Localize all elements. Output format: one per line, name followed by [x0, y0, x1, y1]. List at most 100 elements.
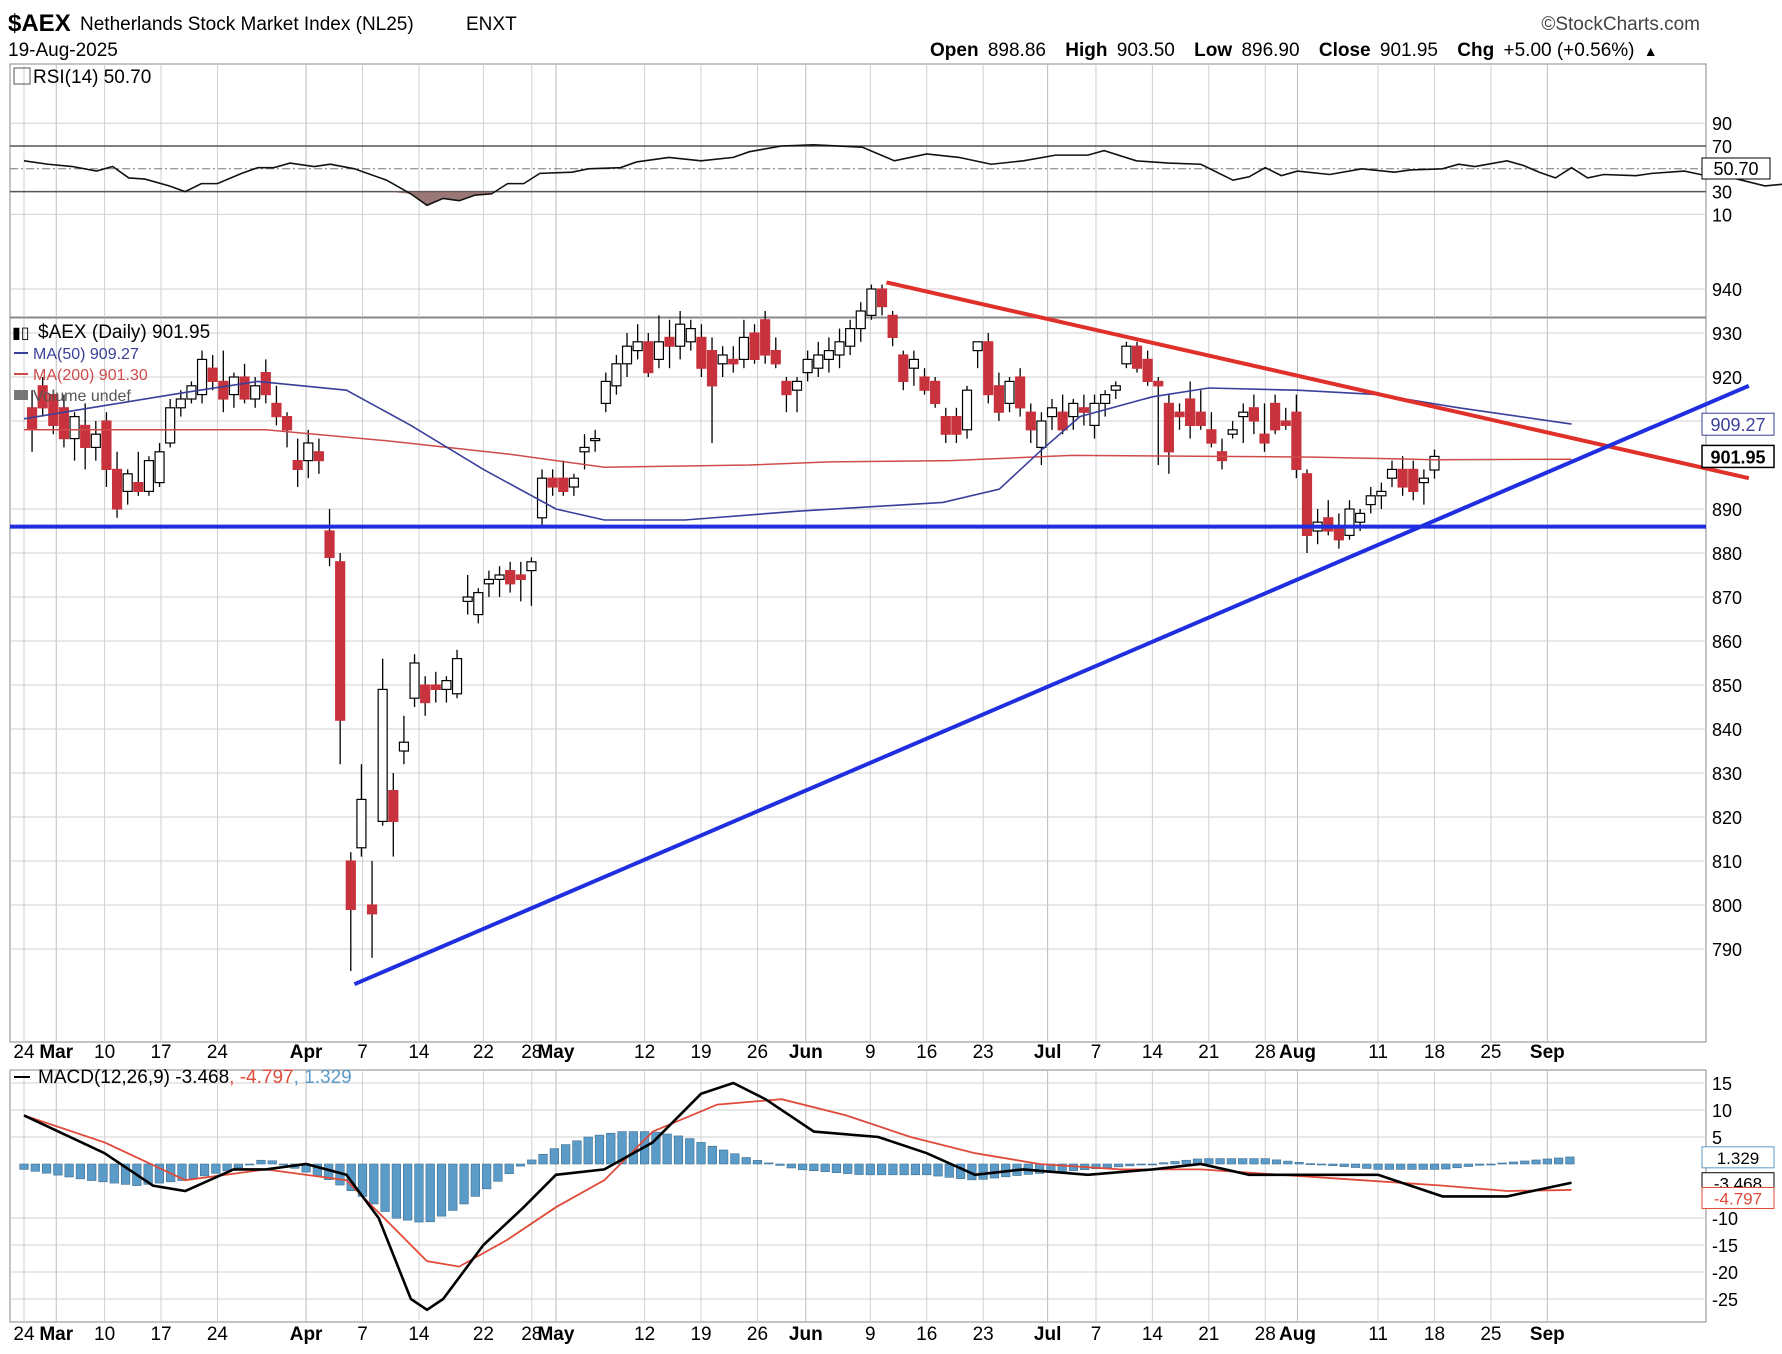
candle-body — [1376, 490, 1387, 497]
candle-body — [536, 477, 548, 519]
candle-body — [898, 354, 909, 382]
price-candle — [834, 328, 845, 369]
macd-histogram-bar — [233, 1163, 243, 1169]
price-candle — [37, 377, 48, 417]
price-candle — [632, 324, 643, 360]
candle-body — [292, 460, 303, 471]
macd-histogram-bar — [98, 1163, 108, 1183]
candle-body — [313, 451, 325, 462]
price-candle — [1376, 482, 1387, 509]
candle-body — [866, 288, 877, 316]
rsi-value-tag-text: 50.70 — [1713, 159, 1758, 179]
candle-body — [728, 358, 739, 365]
macd-histogram-bar — [87, 1163, 97, 1181]
candle-body — [632, 341, 643, 352]
price-candle — [1280, 407, 1291, 430]
macd-legend-hist: , 1.329 — [294, 1067, 352, 1088]
price-x-tick-label: 11 — [1368, 1042, 1388, 1063]
macd-histogram-bar — [1317, 1163, 1327, 1166]
price-tick-label: 890 — [1712, 500, 1742, 520]
candle-body — [1418, 477, 1429, 484]
price-candle — [1227, 421, 1238, 439]
candle-body — [1355, 512, 1366, 523]
candle-body — [834, 341, 845, 356]
macd-histogram-bar — [1350, 1163, 1361, 1168]
price-candle — [696, 324, 707, 377]
candle-body — [1121, 345, 1132, 365]
price-candle — [473, 588, 484, 624]
candle-body — [1015, 376, 1026, 409]
price-candle — [802, 350, 813, 382]
macd-histogram-bar — [933, 1163, 943, 1177]
macd-histogram-bar — [1429, 1163, 1440, 1170]
price-candle — [1429, 449, 1440, 479]
price-candle — [855, 302, 866, 342]
price-candle — [271, 385, 282, 426]
candle-body — [143, 460, 155, 493]
macd-histogram-bar — [278, 1163, 289, 1166]
macd-histogram-bar — [1407, 1163, 1417, 1170]
axes: 2424MarMar101017172424AprApr771414222228… — [13, 114, 1775, 1345]
candle-body — [675, 323, 686, 347]
price-candle — [1397, 456, 1408, 496]
price-x-tick-label: Jul — [1034, 1042, 1061, 1063]
candle-body — [324, 530, 335, 558]
price-candle — [621, 333, 633, 377]
macd-tick-label: 15 — [1712, 1074, 1732, 1094]
macd-histogram-bar — [1238, 1158, 1248, 1165]
candle-body — [1386, 468, 1398, 479]
macd-histogram-bar — [978, 1163, 988, 1180]
candle-body — [1259, 433, 1270, 444]
candle-body — [1078, 407, 1089, 413]
volume-legend-text: Volume undef — [33, 388, 131, 405]
price-candle — [866, 284, 877, 320]
macd-histogram-bar — [1271, 1159, 1282, 1165]
candle-body — [377, 688, 388, 823]
rsi-line — [23, 144, 1782, 207]
macd-histogram-bar — [1463, 1163, 1473, 1167]
price-candle — [207, 355, 218, 391]
macd-histogram-bar — [899, 1163, 909, 1176]
macd-histogram-bar — [786, 1163, 796, 1169]
candle-body — [802, 358, 813, 374]
macd-histogram-bar — [470, 1163, 480, 1197]
candle-body — [908, 358, 919, 369]
price-candle — [1323, 500, 1334, 536]
rsi-tick-label: 30 — [1712, 183, 1732, 203]
candle-body — [611, 363, 622, 387]
macd-histogram-bar — [707, 1145, 717, 1165]
price-candle — [908, 350, 919, 386]
close-value-tag-text: 901.95 — [1710, 447, 1765, 467]
candle-body — [887, 314, 898, 338]
price-candle — [1142, 350, 1153, 386]
price-candle — [356, 764, 367, 857]
candle-body — [972, 341, 983, 352]
price-candle — [196, 350, 208, 404]
price-candle — [1089, 394, 1100, 439]
macd-histogram-bar — [436, 1163, 447, 1217]
price-candle — [728, 346, 739, 373]
price-candle — [377, 658, 388, 826]
price-candle — [1333, 513, 1344, 549]
macd-histogram-bar — [482, 1163, 492, 1190]
price-candle — [940, 407, 951, 443]
candle-body — [1036, 420, 1047, 448]
macd-histogram-bar — [53, 1163, 63, 1176]
macd-histogram-bar — [1283, 1160, 1293, 1165]
price-frame — [9, 317, 1707, 1043]
candle-body — [462, 596, 473, 603]
macd-x-tick-label: 24 — [207, 1324, 229, 1345]
candle-body — [122, 473, 133, 492]
price-x-tick-label: 14 — [1142, 1042, 1164, 1063]
macd-histogram-bar — [245, 1163, 255, 1166]
candle-body — [69, 416, 80, 440]
macd-histogram-bar — [459, 1163, 469, 1205]
price-x-tick-label: 10 — [94, 1042, 115, 1063]
macd-histogram-bar — [1384, 1163, 1394, 1170]
macd-histogram-bar — [876, 1163, 887, 1176]
macd-histogram-bar — [910, 1163, 921, 1176]
macd-histogram-bar — [1125, 1163, 1135, 1167]
price-candle — [536, 469, 548, 527]
price-candle — [335, 553, 346, 765]
